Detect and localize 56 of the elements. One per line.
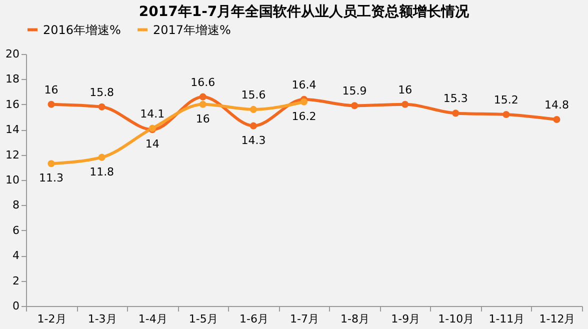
y-tick-label: 20 [6, 48, 20, 60]
data-label: 14.3 [241, 134, 266, 147]
y-tick-label: 0 [12, 300, 20, 312]
y-tick-label: 4 [12, 249, 20, 262]
data-label: 11.8 [90, 165, 114, 178]
data-label: 15.2 [494, 93, 518, 106]
x-tick-label: 1-12月 [539, 312, 576, 326]
y-tick-label: 18 [6, 72, 20, 86]
point [199, 100, 206, 108]
data-label: 15.6 [241, 88, 266, 102]
y-tick-label: 14 [6, 123, 20, 136]
x-tick-label: 1-9月 [391, 312, 420, 326]
point [351, 102, 358, 110]
point [250, 106, 257, 113]
chart-title: 2017年1-7月年全国软件从业人员工资总额增长情况 [138, 3, 470, 20]
data-label: 16 [44, 83, 58, 96]
data-label: 14 [145, 138, 160, 151]
point [502, 110, 510, 118]
x-tick-label: 1-3月 [88, 312, 117, 326]
data-label: 15.8 [90, 86, 114, 99]
x-tick-label: 1-10月 [438, 312, 474, 326]
y-tick-label: 8 [12, 198, 20, 212]
x-tick-label: 1-8月 [340, 312, 370, 326]
data-label: 16 [196, 112, 210, 126]
point [48, 100, 55, 108]
point [199, 93, 206, 100]
y-tick-label: 2 [12, 274, 20, 288]
legend-label: 2017年增速% [153, 22, 231, 37]
y-tick-label: 10 [6, 174, 20, 186]
x-tick-label: 1-5月 [188, 312, 218, 326]
y-tick-label: 6 [12, 224, 20, 237]
data-label: 14.1 [140, 107, 165, 120]
y-tick-label: 12 [6, 148, 20, 162]
data-label: 14.8 [544, 98, 569, 112]
x-tick-label: 1-2月 [37, 312, 66, 326]
x-tick-label: 1-7月 [290, 312, 319, 326]
x-tick-label: 1-11月 [488, 312, 525, 326]
point [452, 110, 460, 117]
point [300, 98, 308, 106]
x-tick-label: 1-4月 [138, 312, 168, 326]
point [402, 100, 409, 108]
legend-label: 2016年增速% [43, 22, 121, 37]
y-tick-label: 16 [6, 98, 20, 111]
data-label: 11.3 [39, 172, 64, 185]
data-label: 15.3 [443, 92, 468, 106]
point [48, 160, 55, 168]
data-label: 15.9 [342, 84, 367, 98]
point [553, 116, 560, 124]
x-tick-label: 1-6月 [239, 312, 268, 326]
data-label: 16.2 [292, 110, 316, 123]
data-label: 16 [398, 83, 412, 96]
data-label: 16.6 [190, 76, 216, 89]
point [98, 154, 106, 161]
data-label: 16.4 [292, 78, 316, 92]
point [98, 103, 106, 110]
point [250, 122, 257, 130]
